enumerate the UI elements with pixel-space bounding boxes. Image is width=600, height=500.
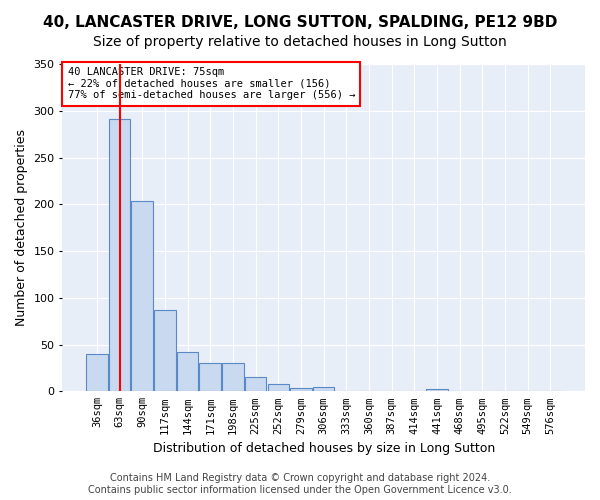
Bar [86, 354, 107, 392]
Bar [177, 352, 199, 392]
Bar [131, 200, 153, 392]
Text: Contains HM Land Registry data © Crown copyright and database right 2024.
Contai: Contains HM Land Registry data © Crown c… [88, 474, 512, 495]
Bar [268, 384, 289, 392]
Bar [426, 388, 448, 392]
Bar [109, 119, 130, 392]
Bar [222, 364, 244, 392]
Bar [313, 386, 334, 392]
Bar [199, 364, 221, 392]
Bar [290, 388, 312, 392]
Y-axis label: Number of detached properties: Number of detached properties [15, 129, 28, 326]
Text: 40, LANCASTER DRIVE, LONG SUTTON, SPALDING, PE12 9BD: 40, LANCASTER DRIVE, LONG SUTTON, SPALDI… [43, 15, 557, 30]
Bar [154, 310, 176, 392]
Bar [245, 378, 266, 392]
Text: 40 LANCASTER DRIVE: 75sqm
← 22% of detached houses are smaller (156)
77% of semi: 40 LANCASTER DRIVE: 75sqm ← 22% of detac… [68, 68, 355, 100]
Text: Size of property relative to detached houses in Long Sutton: Size of property relative to detached ho… [93, 35, 507, 49]
X-axis label: Distribution of detached houses by size in Long Sutton: Distribution of detached houses by size … [152, 442, 495, 455]
